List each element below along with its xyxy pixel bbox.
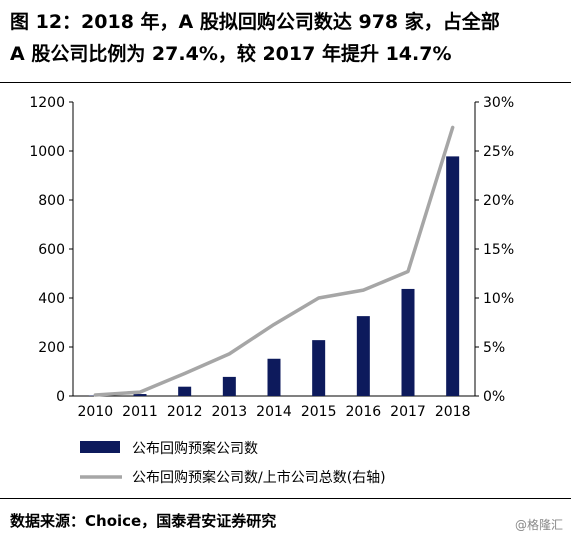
x-tick-label: 2010 [78, 404, 114, 420]
left-tick-label: 200 [38, 340, 65, 356]
legend-bar-swatch [80, 441, 120, 453]
x-tick-label: 2016 [346, 404, 382, 420]
right-tick-label: 30% [483, 95, 514, 111]
right-tick-label: 10% [483, 291, 514, 307]
bar [356, 316, 370, 396]
left-tick-label: 800 [38, 193, 65, 209]
bar-series [88, 156, 460, 396]
x-tick-label: 2018 [435, 404, 471, 420]
right-tick-label: 25% [483, 144, 514, 160]
bar [446, 156, 460, 396]
x-tick-label: 2013 [212, 404, 248, 420]
legend-line-label: 公布回购预案公司数/上市公司总数(右轴) [132, 469, 386, 486]
title-line-1: 图 12：2018 年，A 股拟回购公司数达 978 家，占全部 [10, 11, 500, 33]
x-tick-label: 2012 [167, 404, 203, 420]
source-divider [0, 498, 571, 499]
left-tick-label: 1000 [29, 144, 65, 160]
bar [178, 386, 192, 396]
x-tick-label: 2015 [301, 404, 337, 420]
bar [312, 340, 326, 396]
bar [133, 394, 147, 396]
bar [222, 376, 236, 396]
x-tick-label: 2014 [256, 404, 292, 420]
line-series [93, 125, 455, 397]
bar [267, 358, 281, 396]
legend-bar-label: 公布回购预案公司数 [132, 440, 258, 457]
watermark: @格隆汇 [514, 518, 563, 532]
left-tick-label: 1200 [29, 95, 65, 111]
right-tick-label: 20% [483, 193, 514, 209]
title-divider [0, 82, 571, 83]
right-tick-label: 5% [483, 340, 505, 356]
chart: 0 200 400 600 800 1000 1200 0% 5% 10% 15% 20% 25% 30%… [29, 95, 514, 486]
left-tick-label: 0 [56, 389, 65, 405]
source-note: 数据来源：Choice，国泰君安证券研究 [10, 512, 277, 530]
right-tick-label: 15% [483, 242, 514, 258]
title-line-2: A 股公司比例为 27.4%，较 2017 年提升 14.7% [10, 43, 452, 65]
right-tick-label: 0% [483, 389, 505, 405]
x-tick-label: 2011 [122, 404, 158, 420]
axes [69, 101, 479, 397]
bar [401, 288, 415, 396]
left-tick-label: 400 [38, 291, 65, 307]
figure-title: 图 12：2018 年，A 股拟回购公司数达 978 家，占全部 A 股公司比例… [10, 6, 565, 70]
ratio-line [93, 125, 455, 397]
left-tick-label: 600 [38, 242, 65, 258]
tick-labels: 0 200 400 600 800 1000 1200 0% 5% 10% 15% 20% 25% 30%… [29, 95, 514, 420]
x-tick-label: 2017 [390, 404, 426, 420]
